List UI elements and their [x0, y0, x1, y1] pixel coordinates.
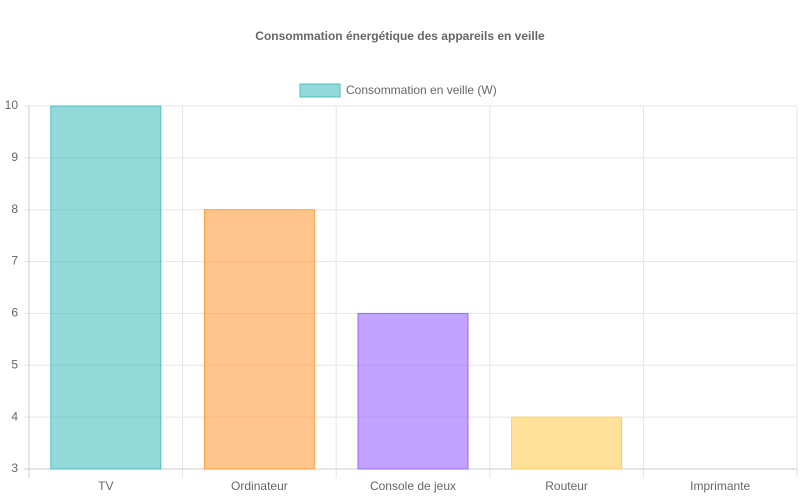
bar — [203, 209, 315, 470]
y-tick-label: 4 — [11, 409, 18, 423]
x-tick-label: Ordinateur — [231, 479, 288, 493]
y-tick-label: 9 — [11, 150, 18, 164]
chart-title: Consommation énergétique des appareils e… — [255, 29, 545, 43]
x-tick-label: TV — [98, 479, 113, 493]
y-tick-label: 7 — [11, 254, 18, 268]
x-tick-label: Imprimante — [690, 479, 750, 493]
bar — [50, 105, 162, 470]
legend-label: Consommation en veille (W) — [346, 83, 497, 97]
y-tick-label: 3 — [11, 461, 18, 475]
y-tick-label: 8 — [11, 202, 18, 216]
y-tick-label: 10 — [5, 98, 19, 112]
x-tick-label: Routeur — [545, 479, 588, 493]
bar — [511, 416, 623, 470]
bar — [357, 312, 469, 470]
y-tick-label: 6 — [11, 306, 18, 320]
y-tick-label: 5 — [11, 357, 18, 371]
legend-swatch — [299, 83, 341, 98]
x-tick-label: Console de jeux — [370, 479, 456, 493]
